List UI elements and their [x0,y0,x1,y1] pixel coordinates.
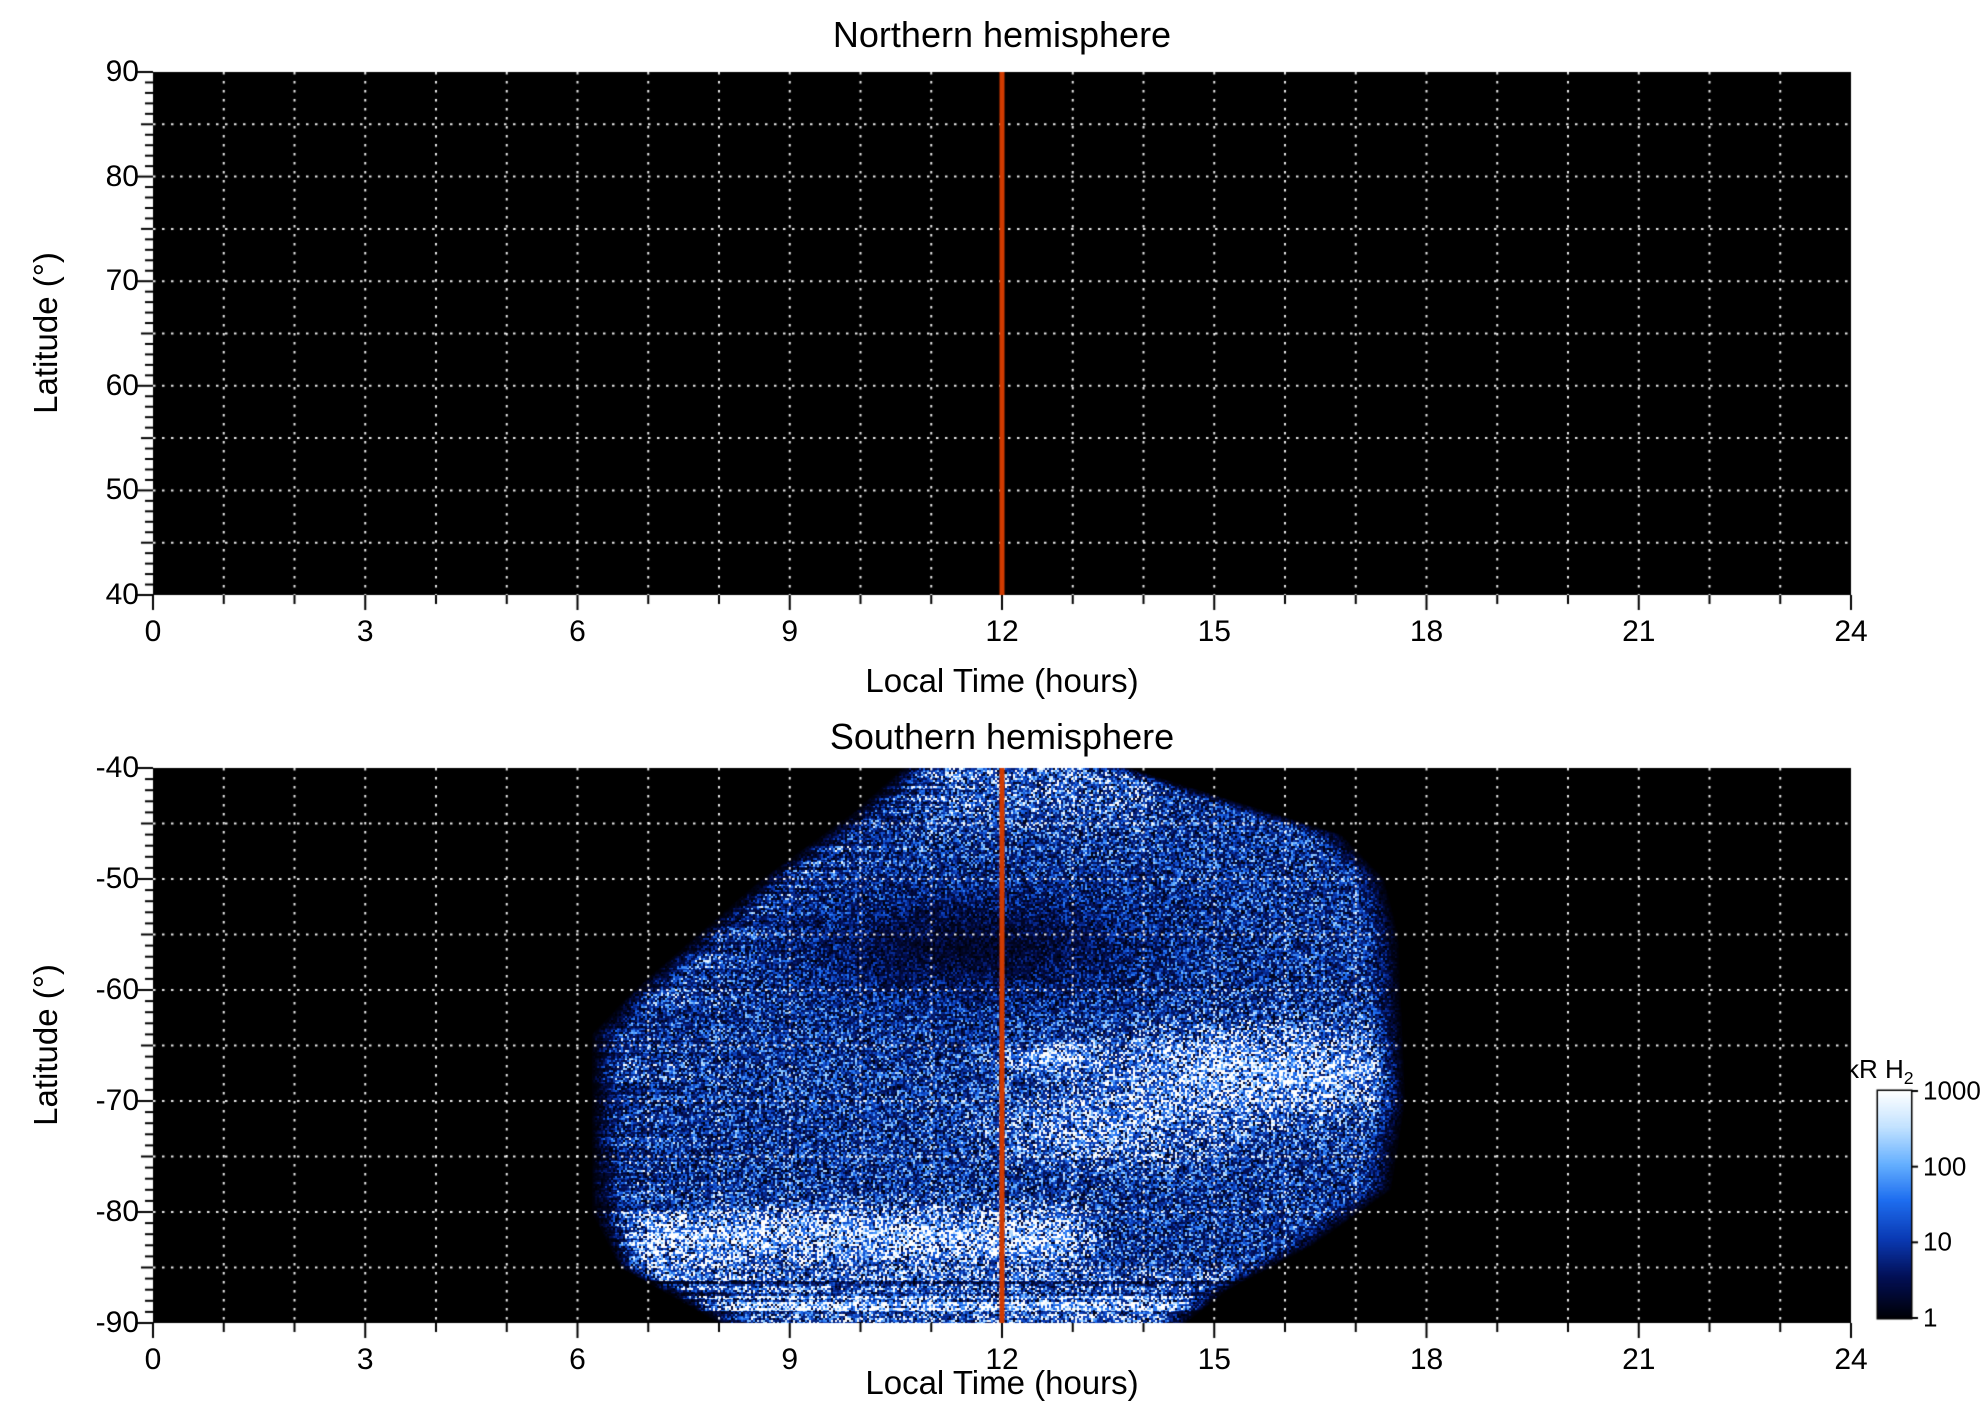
x-tick-label: 15 [1197,615,1231,648]
y-tick-label: 50 [105,473,139,507]
x-tick-label: 9 [781,615,799,648]
colorbar-title: kR H2 [1846,1054,1914,1089]
y-tick-label: -90 [95,1306,139,1339]
y-tick-label: -40 [95,751,139,784]
x-tick-label: 0 [144,1343,162,1376]
x-tick-label: 18 [1409,1343,1444,1376]
colorbar-tick-label: 1000 [1923,1075,1981,1106]
colorbar-title-subscript: 2 [1903,1068,1914,1089]
x-tick-label: 21 [1622,1343,1656,1376]
south-panel-title: Southern hemisphere [829,716,1175,757]
south-xaxis-label: Local Time (hours) [865,1364,1139,1401]
y-tick-label: -70 [95,1084,139,1117]
y-tick-label: 40 [105,578,139,611]
x-tick-label: 24 [1834,615,1868,648]
x-tick-label: 12 [985,615,1019,648]
x-tick-label: 24 [1834,1343,1868,1376]
y-tick-label: -50 [95,862,139,895]
y-tick-label: 70 [105,264,139,298]
y-tick-label: -60 [95,973,139,1006]
colorbar-tick-label: 10 [1923,1226,1952,1257]
north-panel-title: Northern hemisphere [832,14,1172,55]
x-tick-label: 15 [1197,1343,1231,1376]
y-tick-label: -80 [95,1195,139,1228]
x-tick-label: 9 [781,1343,799,1376]
x-tick-label: 6 [569,1343,586,1376]
x-tick-label: 18 [1409,615,1444,648]
x-tick-label: 3 [356,615,374,648]
x-tick-label: 3 [356,1343,374,1376]
colorbar-tick-label: 1 [1923,1302,1938,1333]
x-tick-label: 6 [569,615,586,648]
colorbar-tick-label: 100 [1923,1151,1967,1182]
x-tick-label: 0 [144,615,162,648]
y-tick-label: 60 [105,368,139,402]
x-tick-label: 12 [985,1343,1019,1376]
x-tick-label: 21 [1622,615,1656,648]
y-tick-label: 90 [105,55,139,88]
y-tick-label: 80 [105,159,139,193]
north-xaxis-label: Local Time (hours) [865,662,1139,699]
colorbar-title-main: kR H [1846,1054,1904,1084]
